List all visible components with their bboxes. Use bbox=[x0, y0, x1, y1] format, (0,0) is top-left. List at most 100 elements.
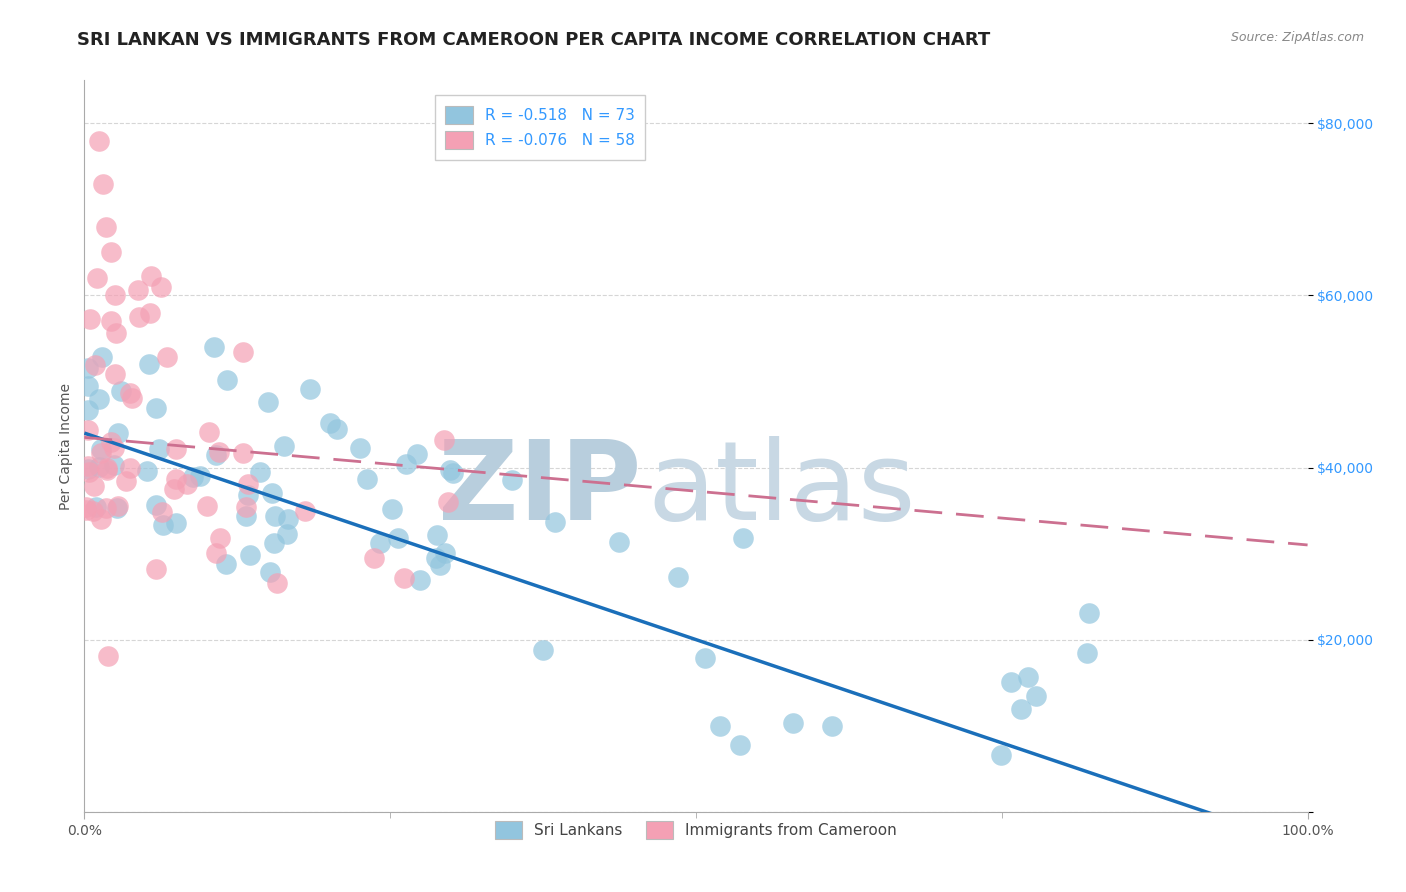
Point bbox=[96, 649, 118, 664]
Point bbox=[260, 485, 283, 500]
Point bbox=[107, 499, 129, 513]
Point bbox=[100, 245, 122, 260]
Point bbox=[104, 326, 127, 340]
Point bbox=[139, 306, 162, 320]
Point bbox=[195, 499, 218, 513]
Point bbox=[120, 386, 142, 401]
Point bbox=[236, 477, 259, 491]
Point bbox=[239, 548, 262, 562]
Point bbox=[363, 550, 385, 565]
Point bbox=[208, 444, 231, 458]
Point bbox=[782, 716, 804, 731]
Point bbox=[409, 573, 432, 587]
Point bbox=[107, 425, 129, 440]
Y-axis label: Per Capita Income: Per Capita Income bbox=[59, 383, 73, 509]
Point bbox=[94, 501, 117, 516]
Point bbox=[90, 446, 112, 460]
Point bbox=[152, 518, 174, 533]
Point bbox=[394, 458, 416, 472]
Point bbox=[392, 571, 415, 585]
Point bbox=[103, 442, 125, 456]
Point bbox=[83, 358, 105, 372]
Point bbox=[276, 526, 298, 541]
Point bbox=[259, 566, 281, 580]
Point bbox=[531, 643, 554, 657]
Point bbox=[299, 382, 322, 396]
Point bbox=[387, 531, 409, 545]
Point bbox=[145, 401, 167, 415]
Point bbox=[87, 392, 110, 406]
Point bbox=[96, 463, 118, 477]
Point bbox=[156, 350, 179, 364]
Point bbox=[501, 474, 523, 488]
Point bbox=[405, 447, 427, 461]
Point bbox=[77, 361, 100, 376]
Point bbox=[277, 512, 299, 526]
Point bbox=[208, 531, 231, 545]
Point bbox=[709, 719, 731, 733]
Point bbox=[433, 546, 456, 560]
Point bbox=[425, 550, 447, 565]
Point bbox=[429, 558, 451, 573]
Point bbox=[695, 651, 717, 665]
Point bbox=[733, 531, 755, 545]
Point bbox=[381, 502, 404, 516]
Point bbox=[128, 310, 150, 324]
Point bbox=[75, 500, 97, 514]
Point bbox=[217, 372, 239, 386]
Point bbox=[609, 534, 631, 549]
Point bbox=[100, 435, 122, 450]
Point bbox=[86, 500, 108, 514]
Point bbox=[145, 498, 167, 512]
Point bbox=[91, 177, 114, 191]
Point bbox=[204, 546, 226, 560]
Point bbox=[135, 464, 157, 478]
Point bbox=[249, 465, 271, 479]
Point bbox=[266, 576, 288, 591]
Point bbox=[96, 219, 118, 234]
Point bbox=[236, 488, 259, 502]
Point bbox=[77, 461, 100, 475]
Point bbox=[273, 439, 295, 453]
Point bbox=[232, 344, 254, 359]
Point bbox=[105, 501, 128, 516]
Point bbox=[90, 442, 112, 457]
Point bbox=[202, 340, 225, 354]
Point bbox=[82, 504, 104, 518]
Point bbox=[368, 536, 391, 550]
Point bbox=[162, 482, 184, 496]
Point bbox=[441, 466, 464, 480]
Point bbox=[115, 474, 138, 488]
Point bbox=[425, 528, 447, 542]
Point bbox=[86, 271, 108, 285]
Point bbox=[215, 558, 238, 572]
Point bbox=[235, 509, 257, 524]
Text: Source: ZipAtlas.com: Source: ZipAtlas.com bbox=[1230, 31, 1364, 45]
Point bbox=[263, 536, 285, 550]
Point bbox=[176, 477, 198, 491]
Point bbox=[76, 458, 98, 473]
Point bbox=[1000, 675, 1022, 690]
Point bbox=[1078, 606, 1101, 620]
Point bbox=[730, 738, 752, 752]
Point bbox=[1076, 646, 1098, 660]
Point bbox=[165, 442, 187, 456]
Point bbox=[90, 512, 112, 526]
Point bbox=[1010, 702, 1032, 716]
Point bbox=[104, 368, 127, 382]
Point bbox=[356, 473, 378, 487]
Point bbox=[100, 314, 122, 328]
Point bbox=[87, 459, 110, 474]
Point bbox=[138, 357, 160, 371]
Point bbox=[90, 350, 112, 364]
Point bbox=[990, 747, 1012, 762]
Legend: Sri Lankans, Immigrants from Cameroon: Sri Lankans, Immigrants from Cameroon bbox=[485, 812, 907, 848]
Point bbox=[110, 384, 132, 399]
Point bbox=[198, 425, 221, 439]
Point bbox=[433, 433, 456, 447]
Point bbox=[325, 422, 347, 436]
Point bbox=[149, 280, 172, 294]
Point bbox=[76, 423, 98, 437]
Point bbox=[77, 403, 100, 417]
Point bbox=[232, 446, 254, 460]
